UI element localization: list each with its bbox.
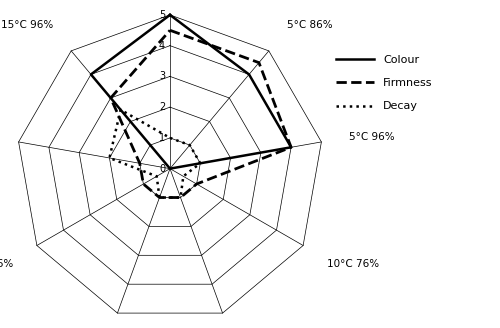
Legend: Colour, Firmness, Decay: Colour, Firmness, Decay — [336, 55, 433, 112]
Text: 15°C 76%: 15°C 76% — [0, 259, 13, 269]
Text: 5°C 86%: 5°C 86% — [286, 20, 332, 30]
Text: 10°C 76%: 10°C 76% — [327, 259, 379, 269]
Text: 4: 4 — [159, 41, 165, 51]
Text: 1: 1 — [159, 133, 165, 143]
Text: 15°C 96%: 15°C 96% — [1, 20, 54, 30]
Text: 5: 5 — [159, 10, 165, 20]
Text: 0: 0 — [159, 164, 165, 174]
Text: 5°C 96%: 5°C 96% — [348, 132, 395, 142]
Text: 2: 2 — [159, 102, 165, 112]
Text: 3: 3 — [159, 72, 165, 81]
